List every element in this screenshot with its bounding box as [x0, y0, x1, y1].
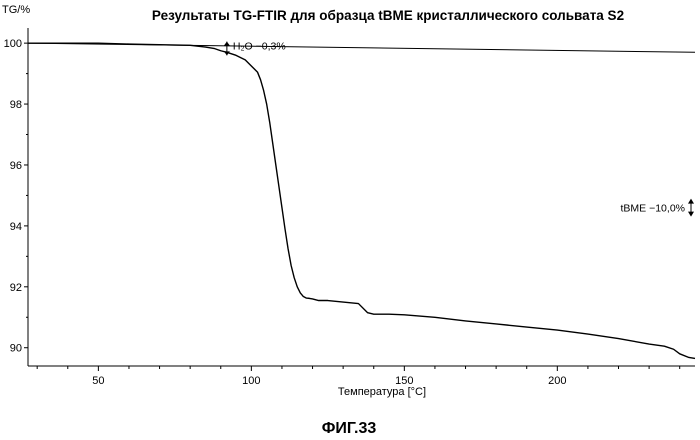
y-tick-label: 90 — [10, 343, 22, 355]
h2o-arrow-up-head — [224, 42, 230, 46]
x-tick-label: 100 — [242, 375, 260, 387]
tbme-arrow-up-head — [688, 199, 694, 204]
x-tick-label: 200 — [548, 375, 566, 387]
y-tick-label: 100 — [4, 38, 22, 50]
figure-caption: ФИГ.33 — [322, 420, 377, 437]
x-axis-label: Температура [°C] — [338, 386, 426, 398]
y-axis-ticks: 90 92 94 96 98 100 — [4, 38, 28, 355]
h2o-annotation-label: H₂O −0,3% — [233, 41, 286, 53]
x-tick-label: 150 — [395, 375, 413, 387]
tbme-arrow-down-head — [688, 212, 694, 217]
series-group — [28, 43, 695, 358]
x-axis-ticks: 50 100 150 200 — [37, 366, 680, 387]
y-tick-label: 98 — [10, 99, 22, 111]
y-tick-label: 92 — [10, 282, 22, 294]
y-tick-label: 94 — [10, 221, 22, 233]
chart-title: Результаты TG-FTIR для образца tBME крис… — [152, 8, 624, 23]
tg-curve — [28, 43, 695, 358]
annotations: H₂O −0,3% tBME −10,0% — [224, 41, 694, 217]
x-tick-label: 50 — [92, 375, 104, 387]
tbme-annotation-label: tBME −10,0% — [621, 203, 686, 215]
y-axis-label: TG/% — [2, 4, 30, 16]
y-tick-label: 96 — [10, 160, 22, 172]
plot-frame — [28, 28, 695, 366]
